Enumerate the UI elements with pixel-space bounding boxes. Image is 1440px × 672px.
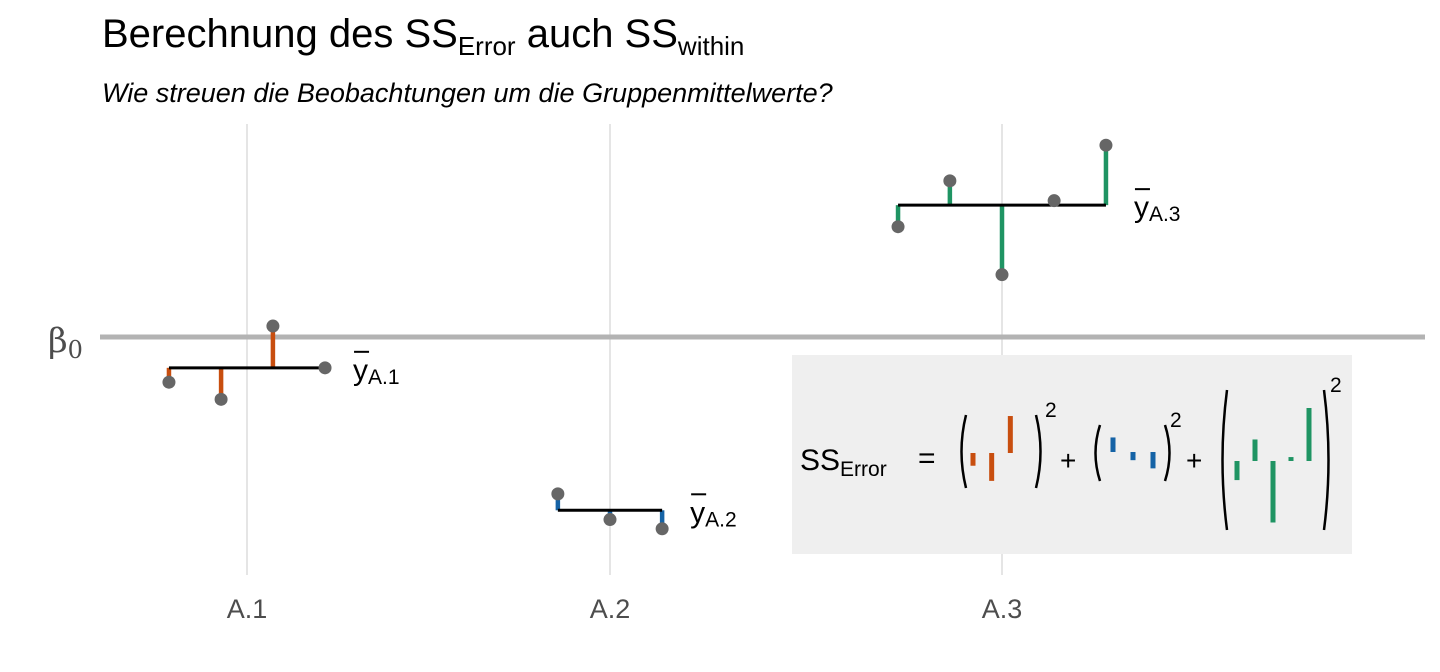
data-point-A.2 — [655, 522, 669, 536]
paren-right — [1034, 414, 1042, 489]
data-point-A.1 — [214, 392, 228, 406]
paren-right — [1322, 389, 1330, 531]
formula-exponent: 2 — [1045, 399, 1057, 422]
data-point-A.3 — [1047, 194, 1061, 208]
chart-subtitle: Wie streuen die Beobachtungen um die Gru… — [102, 78, 833, 108]
data-point-A.1 — [318, 361, 332, 375]
observation-points — [162, 138, 1113, 536]
group-mean-lines — [168, 203, 1106, 512]
data-point-A.3 — [891, 220, 905, 234]
formula-plus: + — [1186, 445, 1202, 476]
labels: A.1 A.2 A.3 β0 yA.1 yA.2 yA.3 — [48, 188, 1181, 624]
x-tick-label: A.2 — [590, 594, 631, 624]
formula-lhs: SSError — [800, 444, 887, 481]
formula-inset-background — [792, 355, 1352, 554]
paren-left — [960, 414, 968, 489]
data-point-A.2 — [603, 513, 617, 527]
data-point-A.3 — [943, 174, 957, 188]
chart-title: Berechnung des SSError auch SSwithin — [102, 12, 745, 61]
beta0-label: β0 — [48, 321, 83, 364]
data-point-A.2 — [551, 487, 565, 501]
formula-plus: + — [1060, 445, 1076, 476]
paren-left — [1221, 389, 1229, 531]
paren-left — [1094, 424, 1102, 482]
group-mean-label-A.3: yA.3 — [1134, 191, 1181, 226]
paren-right — [1163, 424, 1171, 482]
formula-inset: SSError =2+2+2 — [800, 374, 1342, 531]
data-point-A.3 — [995, 268, 1009, 282]
formula-exponent: 2 — [1330, 374, 1342, 397]
formula-equals: = — [918, 442, 936, 475]
data-point-A.3 — [1099, 138, 1113, 152]
data-point-A.1 — [162, 375, 176, 389]
group-mean-label-A.2: yA.2 — [690, 496, 737, 531]
formula-exponent: 2 — [1170, 409, 1182, 432]
x-tick-label: A.1 — [227, 594, 268, 624]
x-tick-label: A.3 — [982, 594, 1023, 624]
group-mean-label-A.1: yA.1 — [353, 354, 400, 389]
inset-panel — [792, 355, 1352, 554]
data-point-A.1 — [266, 319, 280, 333]
